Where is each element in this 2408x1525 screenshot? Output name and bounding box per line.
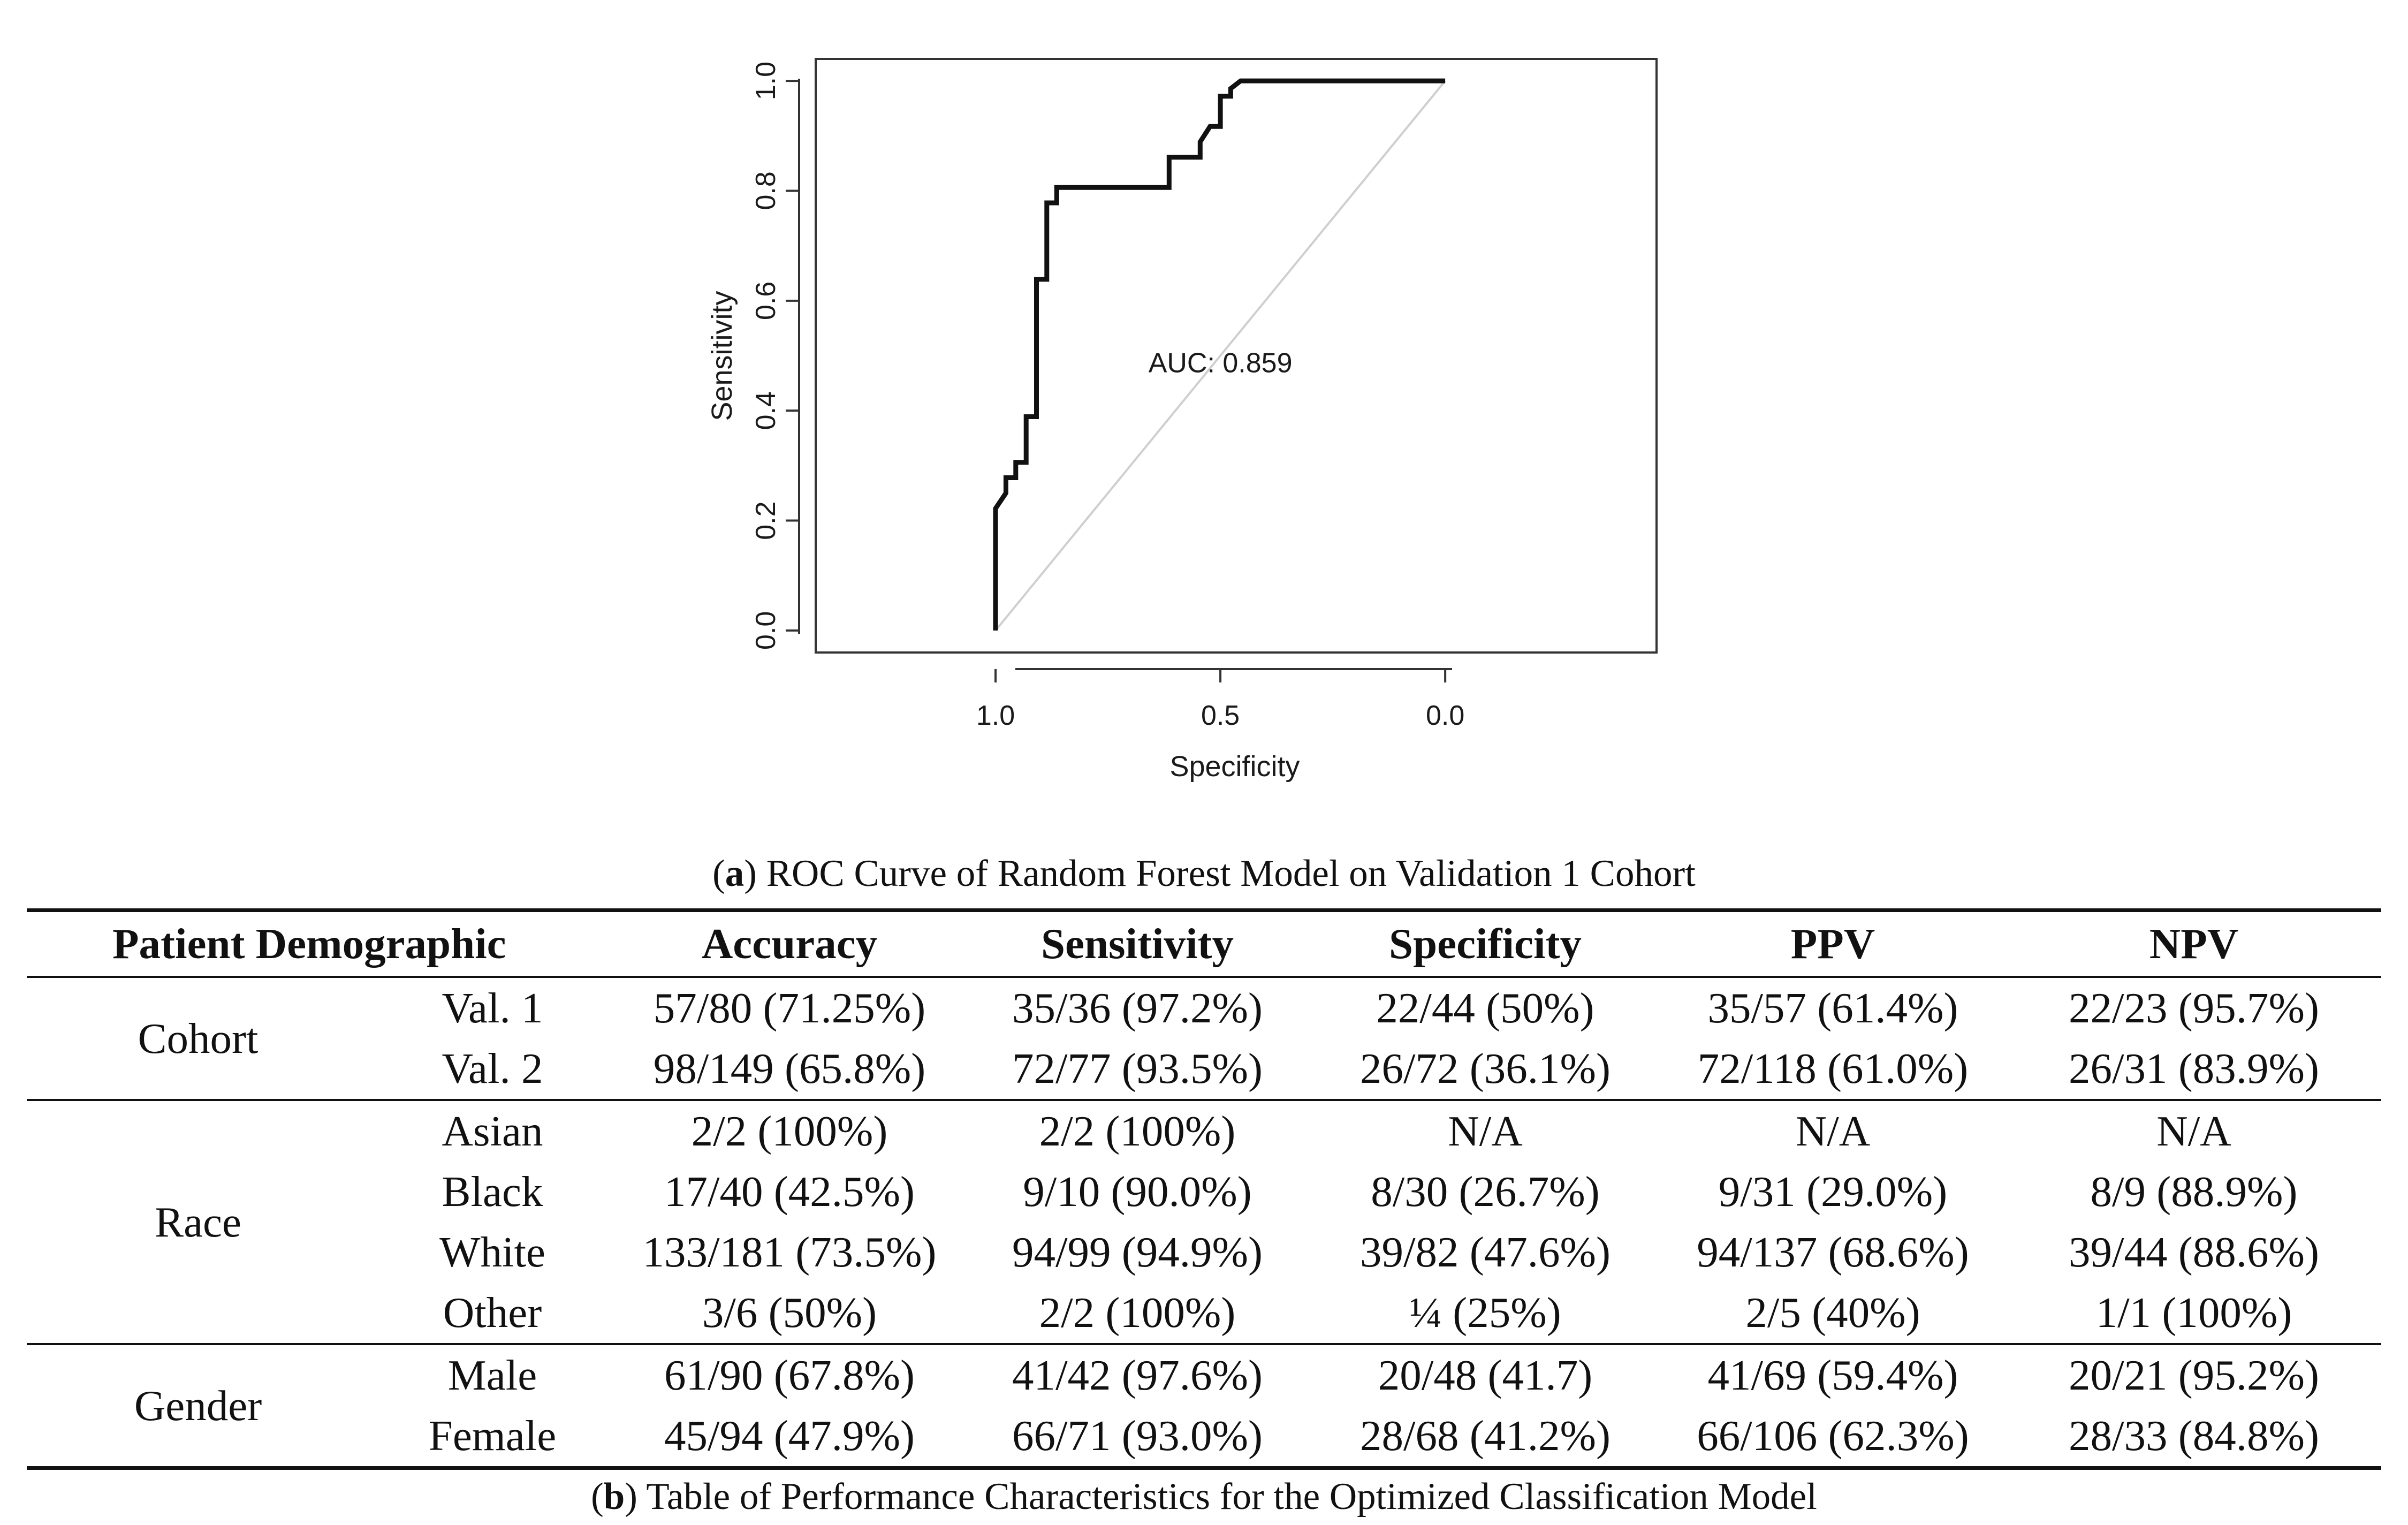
cell-specificity: 22/44 (50%)	[1376, 984, 1594, 1032]
header-accuracy: Accuracy	[616, 908, 963, 978]
header-ppv: PPV	[1659, 908, 2007, 978]
cell-npv: 28/33 (84.8%)	[2069, 1412, 2319, 1460]
cell-ppv: 41/69 (59.4%)	[1707, 1351, 1958, 1399]
cell-ppv: 9/31 (29.0%)	[1718, 1167, 1948, 1216]
cell-sensitivity: 41/42 (97.6%)	[1012, 1351, 1263, 1399]
caption-a: (a) ROC Curve of Random Forest Model on …	[712, 853, 1696, 894]
cell-npv: 22/23 (95.7%)	[2069, 984, 2319, 1032]
table-row: Other 3/6 (50%) 2/2 (100%) ¼ (25%) 2/5 (…	[27, 1283, 2381, 1344]
x-ticks: 1.0 0.5 0.0	[976, 669, 1464, 731]
cell-sensitivity: 2/2 (100%)	[1039, 1107, 1236, 1155]
cell-npv: 20/21 (95.2%)	[2069, 1351, 2319, 1399]
x-tick-label: 0.5	[1201, 700, 1240, 731]
cell-specificity: 28/68 (41.2%)	[1360, 1412, 1611, 1460]
cell-sensitivity: 72/77 (93.5%)	[1012, 1044, 1263, 1092]
table-row: Female 45/94 (47.9%) 66/71 (93.0%) 28/68…	[27, 1406, 2381, 1468]
y-tick-label: 0.8	[750, 171, 781, 210]
cell-specificity: N/A	[1448, 1107, 1523, 1155]
y-ticks: 0.0 0.2 0.4 0.6 0.8 1.0	[750, 62, 799, 650]
cell-npv: 39/44 (88.6%)	[2069, 1228, 2319, 1276]
cell-ppv: 94/137 (68.6%)	[1697, 1228, 1969, 1276]
row-label: Val. 2	[442, 1044, 543, 1092]
y-tick-label: 1.0	[750, 62, 781, 100]
header-npv: NPV	[2007, 908, 2381, 978]
plot-frame	[815, 58, 1658, 654]
caption-b: (b) Table of Performance Characteristics…	[591, 1476, 1817, 1518]
group-cohort: Cohort Val. 1 57/80 (71.25%) 35/36 (97.2…	[27, 977, 2381, 1100]
cell-ppv: N/A	[1795, 1107, 1871, 1155]
row-label: Black	[442, 1167, 543, 1216]
roc-chart: 1.0 0.5 0.0 0.00.20.40.60.81.0 AUC: 0.859 …	[706, 58, 1658, 783]
cell-accuracy: 2/2 (100%)	[691, 1107, 888, 1155]
cell-npv: N/A	[2156, 1107, 2231, 1155]
cell-sensitivity: 9/10 (90.0%)	[1023, 1167, 1252, 1216]
header-specificity: Specificity	[1311, 908, 1659, 978]
cell-specificity: 20/48 (41.7)	[1378, 1351, 1593, 1399]
caption-b-label: b	[603, 1476, 625, 1518]
cell-accuracy: 98/149 (65.8%)	[653, 1044, 926, 1092]
table-row: Race Asian 2/2 (100%) 2/2 (100%) N/A N/A…	[27, 1100, 2381, 1246]
cell-npv: 26/31 (83.9%)	[2069, 1044, 2319, 1092]
group-name: Gender	[134, 1381, 262, 1430]
caption-a-text: ROC Curve of Random Forest Model on Vali…	[766, 853, 1696, 894]
cell-ppv: 66/106 (62.3%)	[1697, 1412, 1969, 1460]
cell-sensitivity: 66/71 (93.0%)	[1012, 1412, 1263, 1460]
header-sensitivity: Sensitivity	[963, 908, 1311, 978]
cell-npv: 1/1 (100%)	[2095, 1288, 2292, 1337]
caption-a-label: a	[725, 853, 745, 894]
cell-sensitivity: 2/2 (100%)	[1039, 1288, 1236, 1337]
caption-b-text: Table of Performance Characteristics for…	[646, 1476, 1817, 1518]
cell-accuracy: 17/40 (42.5%)	[664, 1167, 915, 1216]
table-header-row: Patient Demographic Accuracy Sensitivity…	[27, 908, 2381, 978]
cell-accuracy: 3/6 (50%)	[702, 1288, 877, 1337]
row-label: White	[439, 1228, 545, 1276]
cell-sensitivity: 94/99 (94.9%)	[1012, 1228, 1263, 1276]
auc-annotation: AUC: 0.859	[1149, 347, 1293, 378]
cell-specificity: 39/82 (47.6%)	[1360, 1228, 1611, 1276]
cell-accuracy: 45/94 (47.9%)	[664, 1412, 915, 1460]
y-axis-label: Sensitivity	[706, 291, 738, 421]
row-label: Male	[447, 1351, 537, 1399]
chance-diagonal-line	[994, 80, 1446, 632]
cell-ppv: 35/57 (61.4%)	[1707, 984, 1958, 1032]
cell-specificity: 8/30 (26.7%)	[1371, 1167, 1600, 1216]
cell-accuracy: 133/181 (73.5%)	[642, 1228, 937, 1276]
cell-ppv: 72/118 (61.0%)	[1697, 1044, 1969, 1092]
cell-accuracy: 57/80 (71.25%)	[653, 984, 926, 1032]
table-row: Gender Male 61/90 (67.8%) 41/42 (97.6%) …	[27, 1344, 2381, 1430]
row-label: Other	[443, 1288, 542, 1337]
cell-npv: 8/9 (88.9%)	[2090, 1167, 2298, 1216]
y-tick-label: 0.4	[750, 391, 781, 430]
group-race: Race Asian 2/2 (100%) 2/2 (100%) N/A N/A…	[27, 1100, 2381, 1344]
x-tick-label: 0.0	[1426, 700, 1464, 731]
cell-sensitivity: 35/36 (97.2%)	[1012, 984, 1263, 1032]
cell-ppv: 2/5 (40%)	[1745, 1288, 1920, 1337]
y-tick-label: 0.2	[750, 501, 781, 540]
group-gender: Gender Male 61/90 (67.8%) 41/42 (97.6%) …	[27, 1344, 2381, 1468]
cell-specificity: 26/72 (36.1%)	[1360, 1044, 1611, 1092]
x-tick-label: 1.0	[976, 700, 1015, 731]
table-row: Val. 2 98/149 (65.8%) 72/77 (93.5%) 26/7…	[27, 1038, 2381, 1100]
y-tick-label: 0.0	[750, 611, 781, 650]
header-demographic: Patient Demographic	[27, 908, 616, 978]
table-row: Cohort Val. 1 57/80 (71.25%) 35/36 (97.2…	[27, 977, 2381, 1063]
row-label: Female	[428, 1412, 557, 1460]
row-label: Val. 1	[442, 984, 543, 1032]
cell-specificity: ¼ (25%)	[1409, 1288, 1561, 1337]
cell-accuracy: 61/90 (67.8%)	[664, 1351, 915, 1399]
table-row: Black 17/40 (42.5%) 9/10 (90.0%) 8/30 (2…	[27, 1162, 2381, 1222]
group-name: Cohort	[138, 1014, 259, 1063]
group-name: Race	[155, 1197, 241, 1246]
roc-curve-line	[993, 78, 1446, 631]
x-axis-label: Specificity	[1169, 750, 1300, 783]
row-label: Asian	[442, 1107, 543, 1155]
table-row: White 133/181 (73.5%) 94/99 (94.9%) 39/8…	[27, 1222, 2381, 1283]
y-tick-label: 0.6	[750, 282, 781, 320]
performance-table: Patient Demographic Accuracy Sensitivity…	[27, 908, 2381, 1470]
